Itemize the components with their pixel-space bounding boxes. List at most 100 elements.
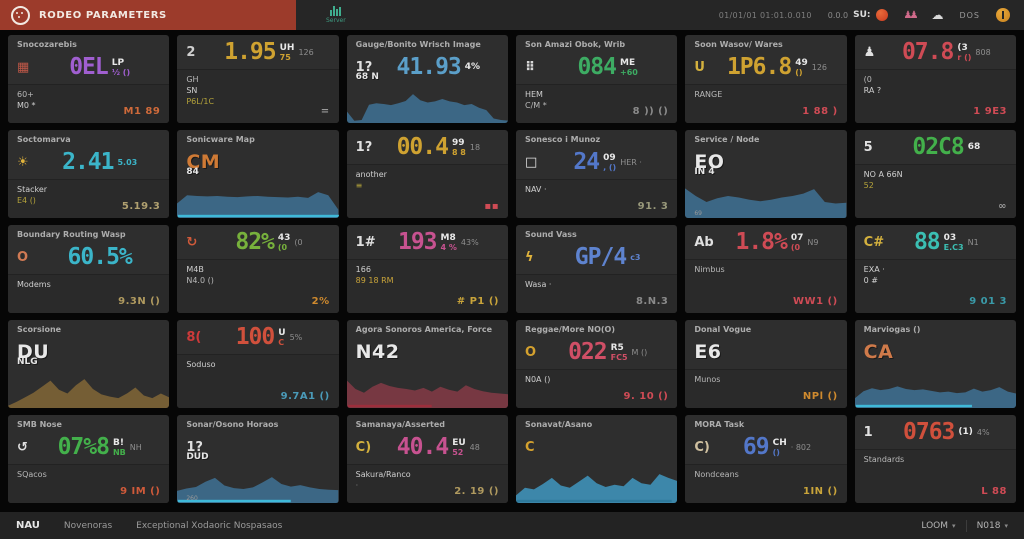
card-big-label: EO [694, 151, 725, 173]
card-value-group: 100 U C 5% [208, 326, 329, 349]
metric-card[interactable]: Sonar/Osono Horaos 1? DUD 260 [177, 415, 339, 503]
card-unit-top: UH [279, 42, 295, 53]
card-main: DU [8, 335, 169, 369]
metric-card[interactable]: Sonesco i Munoz □ 24 09 , () HER · NAV ·… [515, 130, 678, 218]
card-main: 1 0763 (1) 4% [855, 415, 1016, 449]
card-value: 07.8 [901, 39, 954, 65]
card-icon: O [524, 345, 537, 360]
metric-card[interactable]: Soctomarva ☀ 2.41 5.03 Stacker E4 () 5.19… [8, 130, 170, 218]
card-unit-stack: LP ½ () [112, 58, 130, 77]
card-icon: C# [863, 235, 885, 250]
card-sub-label: RA ? [863, 86, 882, 95]
metric-card[interactable]: 1# 193 M8 4 % 43% 166 89 18 RM # P1 () [346, 225, 508, 313]
card-sub-labels: EXA · 0 # [864, 264, 1007, 286]
card-sub-label: Sakura/Ranco [355, 470, 411, 479]
metric-card[interactable]: Agora Sonoros America, Force N42 [346, 320, 508, 408]
card-aside: 126 [298, 48, 314, 57]
card-title: MORA Task [694, 420, 745, 429]
metric-card[interactable]: Sonicware Map CM 84 [177, 130, 339, 218]
card-main: 5 02C8 68 [855, 130, 1016, 164]
chart-label: 84 [186, 167, 199, 177]
card-big-label: N42 [355, 341, 400, 363]
metric-card[interactable]: 2 1.95 UH 75 126 GH SN P6L/1C = [177, 35, 339, 123]
card-title: Son Amazi Obok, Wrib [524, 40, 626, 49]
card-main: 1# 193 M8 4 % 43% [347, 225, 508, 259]
card-unit-bottom: +60 [620, 67, 638, 77]
users-icon[interactable]: ♟♟ [903, 9, 919, 21]
card-unit-stack: ME +60 [620, 58, 638, 77]
metric-card[interactable]: MORA Task C) 69 CH () · 802 Nondceans 1I… [685, 415, 847, 503]
card-unit-top: U [278, 327, 286, 338]
avatar-icon[interactable] [996, 8, 1010, 22]
card-value: 60.5% [67, 244, 133, 270]
card-unit-top: (1) [958, 427, 973, 437]
card-main: ☀ 2.41 5.03 [8, 145, 169, 179]
sparkline-chart [346, 368, 508, 408]
metric-card[interactable]: 1? 00.4 99 8 8 18 another ≡ ▪▪ [346, 130, 508, 218]
metric-card[interactable]: Marviogas () CA [854, 320, 1016, 408]
metric-card[interactable]: Samanaya/Asserted C) 40.4 EU 52 48 Sakur… [346, 415, 508, 503]
card-sub-label: Standards [863, 455, 905, 464]
metric-card[interactable]: SMB Nose ↺ 07%8 B! NB NH SQacos 9 IM () [8, 415, 170, 503]
card-sub-label: N0A () [524, 375, 551, 384]
metric-card[interactable]: 1 0763 (1) 4% Standards L 88 [854, 415, 1016, 503]
card-footer-value: NPl () [802, 391, 838, 402]
metric-card[interactable]: Donal Vogue E6 Munos NPl () [685, 320, 847, 408]
card-unit-bottom: NB [112, 447, 126, 457]
nav-item-server[interactable]: Server [326, 0, 346, 30]
version-group: 0.0.0 SU: [828, 9, 888, 21]
metric-card[interactable]: Sound Vass ϟ GP/4 c3 Wasa · 8.N.3 [515, 225, 678, 313]
card-unit-top: M8 [440, 232, 456, 243]
card-icon: C) [694, 440, 710, 455]
zoom-dropdown[interactable]: LOOM ▾ [921, 521, 955, 531]
card-lower: HEM C/M * 8 )) () [515, 84, 678, 123]
card-footer-value: 9. 10 () [623, 391, 669, 402]
metric-card[interactable]: Gauge/Bonito Wrisch Image 1? 41.93 4% 68… [346, 35, 508, 123]
chevron-down-icon: ▾ [1004, 521, 1008, 530]
metric-card[interactable]: ♟ 07.8 (3 r () 808 (0 RA ? 1 9E3 [854, 35, 1016, 123]
metric-card[interactable]: Son Amazi Obok, Wrib ⠿ 084 ME +60 HEM C/M… [515, 35, 678, 123]
metric-card[interactable]: 5 02C8 68 NO A 66N 52 ∞ [854, 130, 1016, 218]
card-unit-top: 09 [603, 152, 616, 163]
card-title: Gauge/Bonito Wrisch Image [355, 40, 481, 49]
metric-card[interactable]: C# 88 03 E.C3 N1 EXA · 0 # 9 01 3 [854, 225, 1016, 313]
card-sub-label: ≡ [355, 181, 363, 190]
metric-card[interactable]: Soon Wasov/ Wares U 1P6.8 49 () 126 RANG… [685, 35, 847, 123]
metric-card[interactable]: 8( 100 U C 5% Soduso 9.7A1 () [177, 320, 339, 408]
metric-card[interactable]: Scorsione DU NLG [8, 320, 170, 408]
card-value: 1.8% [735, 229, 787, 255]
app-logo-button[interactable]: RODEO PARAMETERS [0, 0, 296, 30]
footer-nav-label[interactable]: NAU [16, 520, 40, 531]
card-title: Snocozarebis [17, 40, 77, 49]
metric-card[interactable]: Reggae/More NO(O) O 022 R5 FC5 M () N0A … [515, 320, 678, 408]
cloud-icon[interactable]: ☁ [931, 8, 944, 22]
card-value-group: 41.93 4% [378, 56, 499, 79]
card-sub-labels: RANGE [694, 89, 837, 100]
card-unit-bottom: , () [603, 162, 617, 172]
footer-breadcrumb-1[interactable]: Novenoras [63, 520, 113, 531]
card-footer-value: L 88 [981, 486, 1007, 497]
metric-card[interactable]: ↻ 82% 43 (0 (0 M4B N4.0 () 2% [177, 225, 339, 313]
metric-card[interactable]: Boundary Routing Wasp O 60.5% Modems 9.3… [8, 225, 170, 313]
footer-breadcrumb-2[interactable]: Exceptional Xodaoric Nospasaos [136, 520, 283, 531]
dos-label[interactable]: DOS [959, 10, 980, 20]
card-lower: 60+ M0 * M1 89 [8, 84, 170, 123]
card-sub-labels: N0A () [525, 374, 668, 385]
card-icon: ↺ [17, 440, 28, 455]
card-unit-top: R5 [610, 342, 624, 353]
card-value-group: 07%8 B! NB NH [39, 436, 160, 459]
metric-card[interactable]: Ab 1.8% 07 (0 N9 Nimbus WW1 () [685, 225, 847, 313]
metric-card[interactable]: Snocozarebis ▦ 0EL LP ½ () 60+ M0 * M1 89 [8, 35, 170, 123]
card-footer-value: 1 9E3 [973, 106, 1007, 117]
status-dot-icon[interactable] [875, 9, 888, 21]
page-dropdown[interactable]: N018 ▾ [977, 521, 1008, 531]
card-unit-stack: 43 (0 [278, 233, 291, 252]
metric-card[interactable]: Service / Node EO IN 4 69 [685, 130, 847, 218]
card-sub-labels: (0 RA ? [864, 74, 1007, 96]
metric-card[interactable]: Sonavat/Asano C [515, 415, 678, 503]
card-main: CM [177, 145, 338, 179]
card-footer-value: 2% [311, 296, 330, 307]
card-icon: 1? [355, 140, 373, 155]
card-aside: N1 [967, 238, 979, 247]
card-footer-value: ▪▪ [484, 201, 499, 212]
